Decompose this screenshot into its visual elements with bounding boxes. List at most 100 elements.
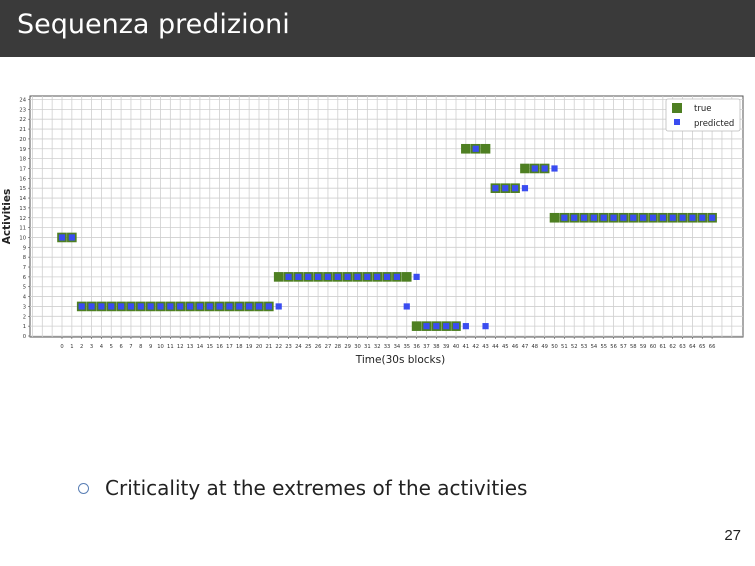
x-tick-label: 3: [90, 344, 93, 350]
predicted-marker: [78, 303, 85, 310]
x-tick-label: 6: [119, 344, 122, 350]
x-tick-label: 50: [551, 344, 558, 350]
predicted-marker: [689, 214, 696, 221]
x-tick-label: 15: [206, 344, 213, 350]
predicted-marker: [177, 303, 184, 310]
x-tick-label: 17: [226, 344, 233, 350]
predicted-marker: [157, 303, 164, 310]
true-marker: [273, 272, 284, 282]
y-tick-label: 8: [23, 255, 26, 261]
x-tick-label: 20: [256, 344, 263, 350]
predicted-marker: [354, 273, 361, 280]
x-tick-label: 0: [60, 344, 63, 350]
x-tick-label: 43: [482, 344, 489, 350]
y-tick-label: 10: [19, 235, 26, 241]
x-tick-label: 13: [187, 344, 194, 350]
predicted-marker: [98, 303, 105, 310]
predicted-marker: [393, 273, 400, 280]
x-axis-label: Time(30s blocks): [355, 354, 445, 366]
legend-box: [665, 98, 741, 132]
predicted-marker: [709, 214, 716, 221]
predicted-marker: [561, 214, 568, 221]
predicted-marker: [413, 273, 420, 280]
true-marker: [461, 143, 471, 154]
predicted-marker: [344, 273, 351, 280]
predicted-marker: [433, 323, 440, 330]
x-tick-label: 40: [453, 344, 460, 350]
x-tick-label: 61: [660, 344, 667, 350]
predicted-marker: [600, 214, 607, 221]
y-tick-label: 9: [23, 245, 26, 251]
true-marker: [520, 163, 530, 174]
legend-predicted-marker: [674, 119, 680, 125]
predicted-marker: [452, 323, 460, 330]
x-tick-label: 47: [522, 344, 529, 350]
x-tick-label: 51: [561, 344, 568, 350]
x-tick-label: 10: [157, 344, 164, 350]
predicted-marker: [206, 303, 213, 310]
x-tick-label: 27: [325, 344, 332, 350]
predicted-marker: [512, 185, 519, 192]
x-tick-label: 23: [285, 344, 292, 350]
x-tick-label: 2: [80, 344, 83, 350]
x-tick-label: 25: [305, 344, 312, 350]
predicted-marker: [640, 214, 647, 221]
x-tick-label: 12: [177, 344, 184, 350]
predicted-marker: [462, 323, 469, 330]
x-tick-label: 4: [100, 344, 104, 350]
slide-title: Sequenza predizioni: [17, 9, 290, 40]
y-tick-label: 24: [19, 98, 26, 104]
predicted-marker: [364, 273, 371, 280]
predicted-marker: [580, 214, 588, 221]
x-tick-label: 54: [591, 344, 598, 350]
y-tick-label: 12: [19, 216, 26, 222]
predicted-marker: [531, 165, 538, 172]
predicted-marker: [58, 234, 66, 241]
y-tick-label: 0: [23, 334, 26, 340]
predicted-marker: [295, 273, 302, 280]
x-tick-label: 7: [129, 344, 132, 350]
y-tick-label: 6: [23, 275, 26, 281]
predicted-marker: [502, 185, 509, 192]
predicted-marker: [659, 214, 666, 221]
predicted-marker: [669, 214, 676, 221]
x-tick-label: 39: [443, 344, 450, 350]
bullet-circle-icon: [78, 483, 89, 494]
predicted-marker: [167, 303, 174, 310]
y-tick-label: 17: [19, 166, 26, 172]
x-tick-label: 5: [110, 344, 113, 350]
x-tick-label: 45: [502, 344, 509, 350]
x-tick-label: 26: [315, 344, 322, 350]
x-tick-label: 57: [620, 344, 627, 350]
x-tick-label: 11: [167, 344, 174, 350]
y-tick-label: 5: [23, 285, 26, 291]
x-tick-label: 59: [640, 344, 647, 350]
predicted-marker: [265, 303, 272, 310]
x-tick-label: 35: [403, 344, 410, 350]
x-tick-label: 55: [600, 344, 607, 350]
y-tick-label: 7: [23, 265, 26, 271]
predicted-marker: [383, 273, 391, 280]
true-marker: [549, 212, 560, 223]
x-tick-label: 62: [669, 344, 676, 350]
predicted-marker: [334, 273, 341, 280]
y-tick-label: 16: [19, 176, 26, 182]
x-tick-label: 41: [463, 344, 470, 350]
predicted-marker: [137, 303, 144, 310]
bullet-text: Criticality at the extremes of the activ…: [105, 476, 528, 500]
legend-predicted-label: predicted: [694, 119, 734, 129]
x-tick-label: 30: [354, 344, 361, 350]
predicted-marker: [521, 185, 529, 192]
x-tick-label: 46: [512, 344, 519, 350]
y-axis-label: Activities: [1, 189, 13, 244]
x-tick-label: 66: [709, 344, 716, 350]
x-tick-label: 44: [492, 344, 499, 350]
predicted-marker: [236, 303, 243, 310]
predicted-marker: [472, 145, 479, 152]
predicted-marker: [285, 273, 292, 280]
predicted-marker: [315, 273, 322, 280]
predicted-marker: [551, 165, 558, 172]
predicted-marker: [88, 303, 95, 310]
predicted-marker: [324, 273, 332, 280]
x-tick-label: 22: [275, 344, 282, 350]
